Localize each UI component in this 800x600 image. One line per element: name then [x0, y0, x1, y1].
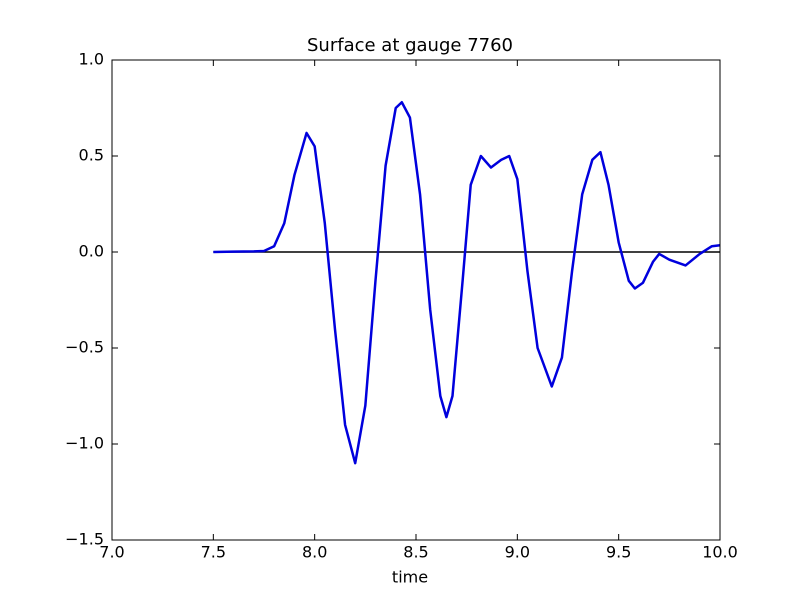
x-tick-label: 7.5: [201, 543, 226, 562]
y-tick-label: −0.5: [65, 338, 104, 357]
chart-title: Surface at gauge 7760: [307, 35, 513, 56]
y-tick-label: 0.0: [79, 242, 104, 261]
y-tick-label: 0.5: [79, 146, 104, 165]
x-tick-label: 9.5: [606, 543, 631, 562]
y-tick-label: −1.0: [65, 434, 104, 453]
data-line: [213, 100, 721, 465]
x-axis-label: time: [392, 568, 428, 587]
x-tick-label: 8.0: [302, 543, 327, 562]
x-tick-label: 9.0: [505, 543, 530, 562]
x-tick-label: 7.0: [99, 543, 124, 562]
x-tick-label: 10.0: [702, 543, 738, 562]
y-tick-label: 1.0: [79, 50, 104, 69]
y-tick-label: −1.5: [65, 530, 104, 549]
x-tick-label: 8.5: [403, 543, 428, 562]
